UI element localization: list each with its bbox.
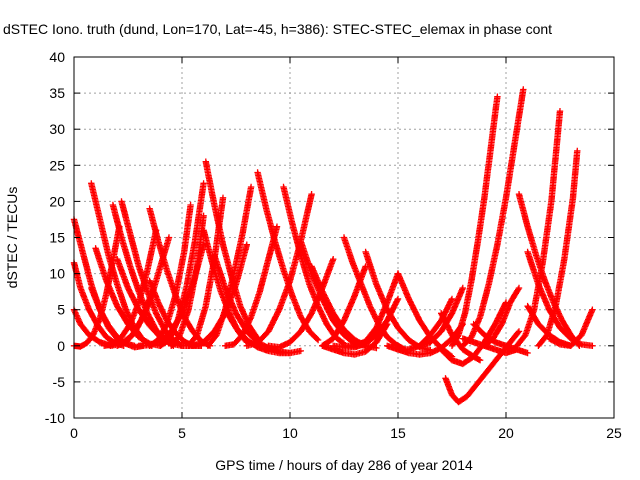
data-series-16 <box>157 180 207 349</box>
y-tick-label: 30 <box>49 121 65 137</box>
data-series-41 <box>416 284 466 349</box>
data-series-7 <box>101 227 160 349</box>
y-tick-label: 5 <box>57 302 65 318</box>
data-series-51 <box>513 108 564 349</box>
chart-title: dSTEC Iono. truth (dund, Lon=170, Lat=-4… <box>3 21 553 37</box>
data-series-15 <box>146 201 194 349</box>
y-tick-label: 15 <box>49 230 65 246</box>
data-series-34 <box>340 234 408 353</box>
data-series-55 <box>524 302 574 349</box>
x-tick-label: 0 <box>70 425 78 441</box>
data-series-53 <box>535 147 581 349</box>
y-tick-label: 40 <box>49 49 65 65</box>
x-tick-label: 25 <box>606 425 622 441</box>
y-tick-label: -10 <box>45 410 65 426</box>
y-tick-label: 25 <box>49 157 65 173</box>
y-axis-title: dSTEC / TECUs <box>4 187 20 289</box>
y-tick-label: 10 <box>49 266 65 282</box>
data-series-49 <box>481 284 523 349</box>
x-tick-label: 10 <box>282 425 298 441</box>
x-axis-title: GPS time / hours of day 286 of year 2014 <box>215 457 473 473</box>
y-tick-label: -5 <box>53 374 66 390</box>
data-series-29 <box>280 183 348 347</box>
x-tick-label: 20 <box>498 425 514 441</box>
y-tick-label: 35 <box>49 85 65 101</box>
x-tick-label: 15 <box>390 425 406 441</box>
x-tick-label: 5 <box>178 425 186 441</box>
y-tick-label: 20 <box>49 193 65 209</box>
y-tick-label: 0 <box>57 338 65 354</box>
data-series-45 <box>448 93 501 349</box>
data-series-46 <box>459 86 527 349</box>
axis-ticks: 0 5 10 15 20 25 -10 -5 0 5 10 15 20 25 30 35 40 <box>45 49 622 441</box>
data-series <box>70 86 596 406</box>
